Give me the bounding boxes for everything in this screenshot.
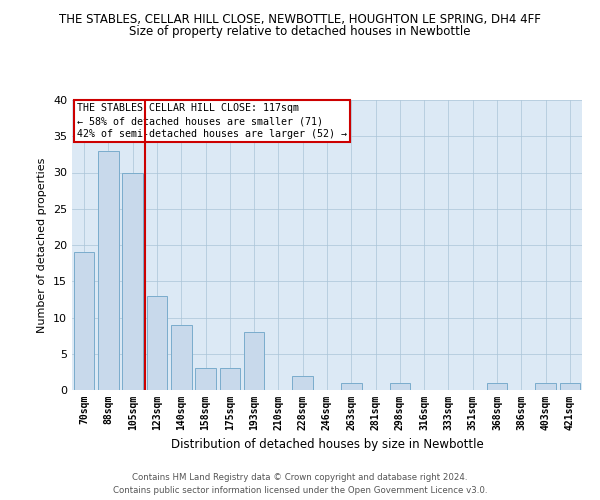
Y-axis label: Number of detached properties: Number of detached properties: [37, 158, 47, 332]
Bar: [244, 332, 265, 390]
Text: THE STABLES, CELLAR HILL CLOSE, NEWBOTTLE, HOUGHTON LE SPRING, DH4 4FF: THE STABLES, CELLAR HILL CLOSE, NEWBOTTL…: [59, 12, 541, 26]
Text: Size of property relative to detached houses in Newbottle: Size of property relative to detached ho…: [129, 25, 471, 38]
Bar: [389, 383, 410, 390]
Text: THE STABLES CELLAR HILL CLOSE: 117sqm
← 58% of detached houses are smaller (71)
: THE STABLES CELLAR HILL CLOSE: 117sqm ← …: [77, 103, 347, 140]
Bar: [195, 368, 216, 390]
Bar: [487, 383, 508, 390]
Bar: [560, 383, 580, 390]
Bar: [74, 252, 94, 390]
X-axis label: Distribution of detached houses by size in Newbottle: Distribution of detached houses by size …: [170, 438, 484, 452]
Bar: [292, 376, 313, 390]
Bar: [122, 172, 143, 390]
Bar: [535, 383, 556, 390]
Text: Contains HM Land Registry data © Crown copyright and database right 2024.
Contai: Contains HM Land Registry data © Crown c…: [113, 474, 487, 495]
Bar: [98, 151, 119, 390]
Bar: [341, 383, 362, 390]
Bar: [220, 368, 240, 390]
Bar: [171, 325, 191, 390]
Bar: [146, 296, 167, 390]
